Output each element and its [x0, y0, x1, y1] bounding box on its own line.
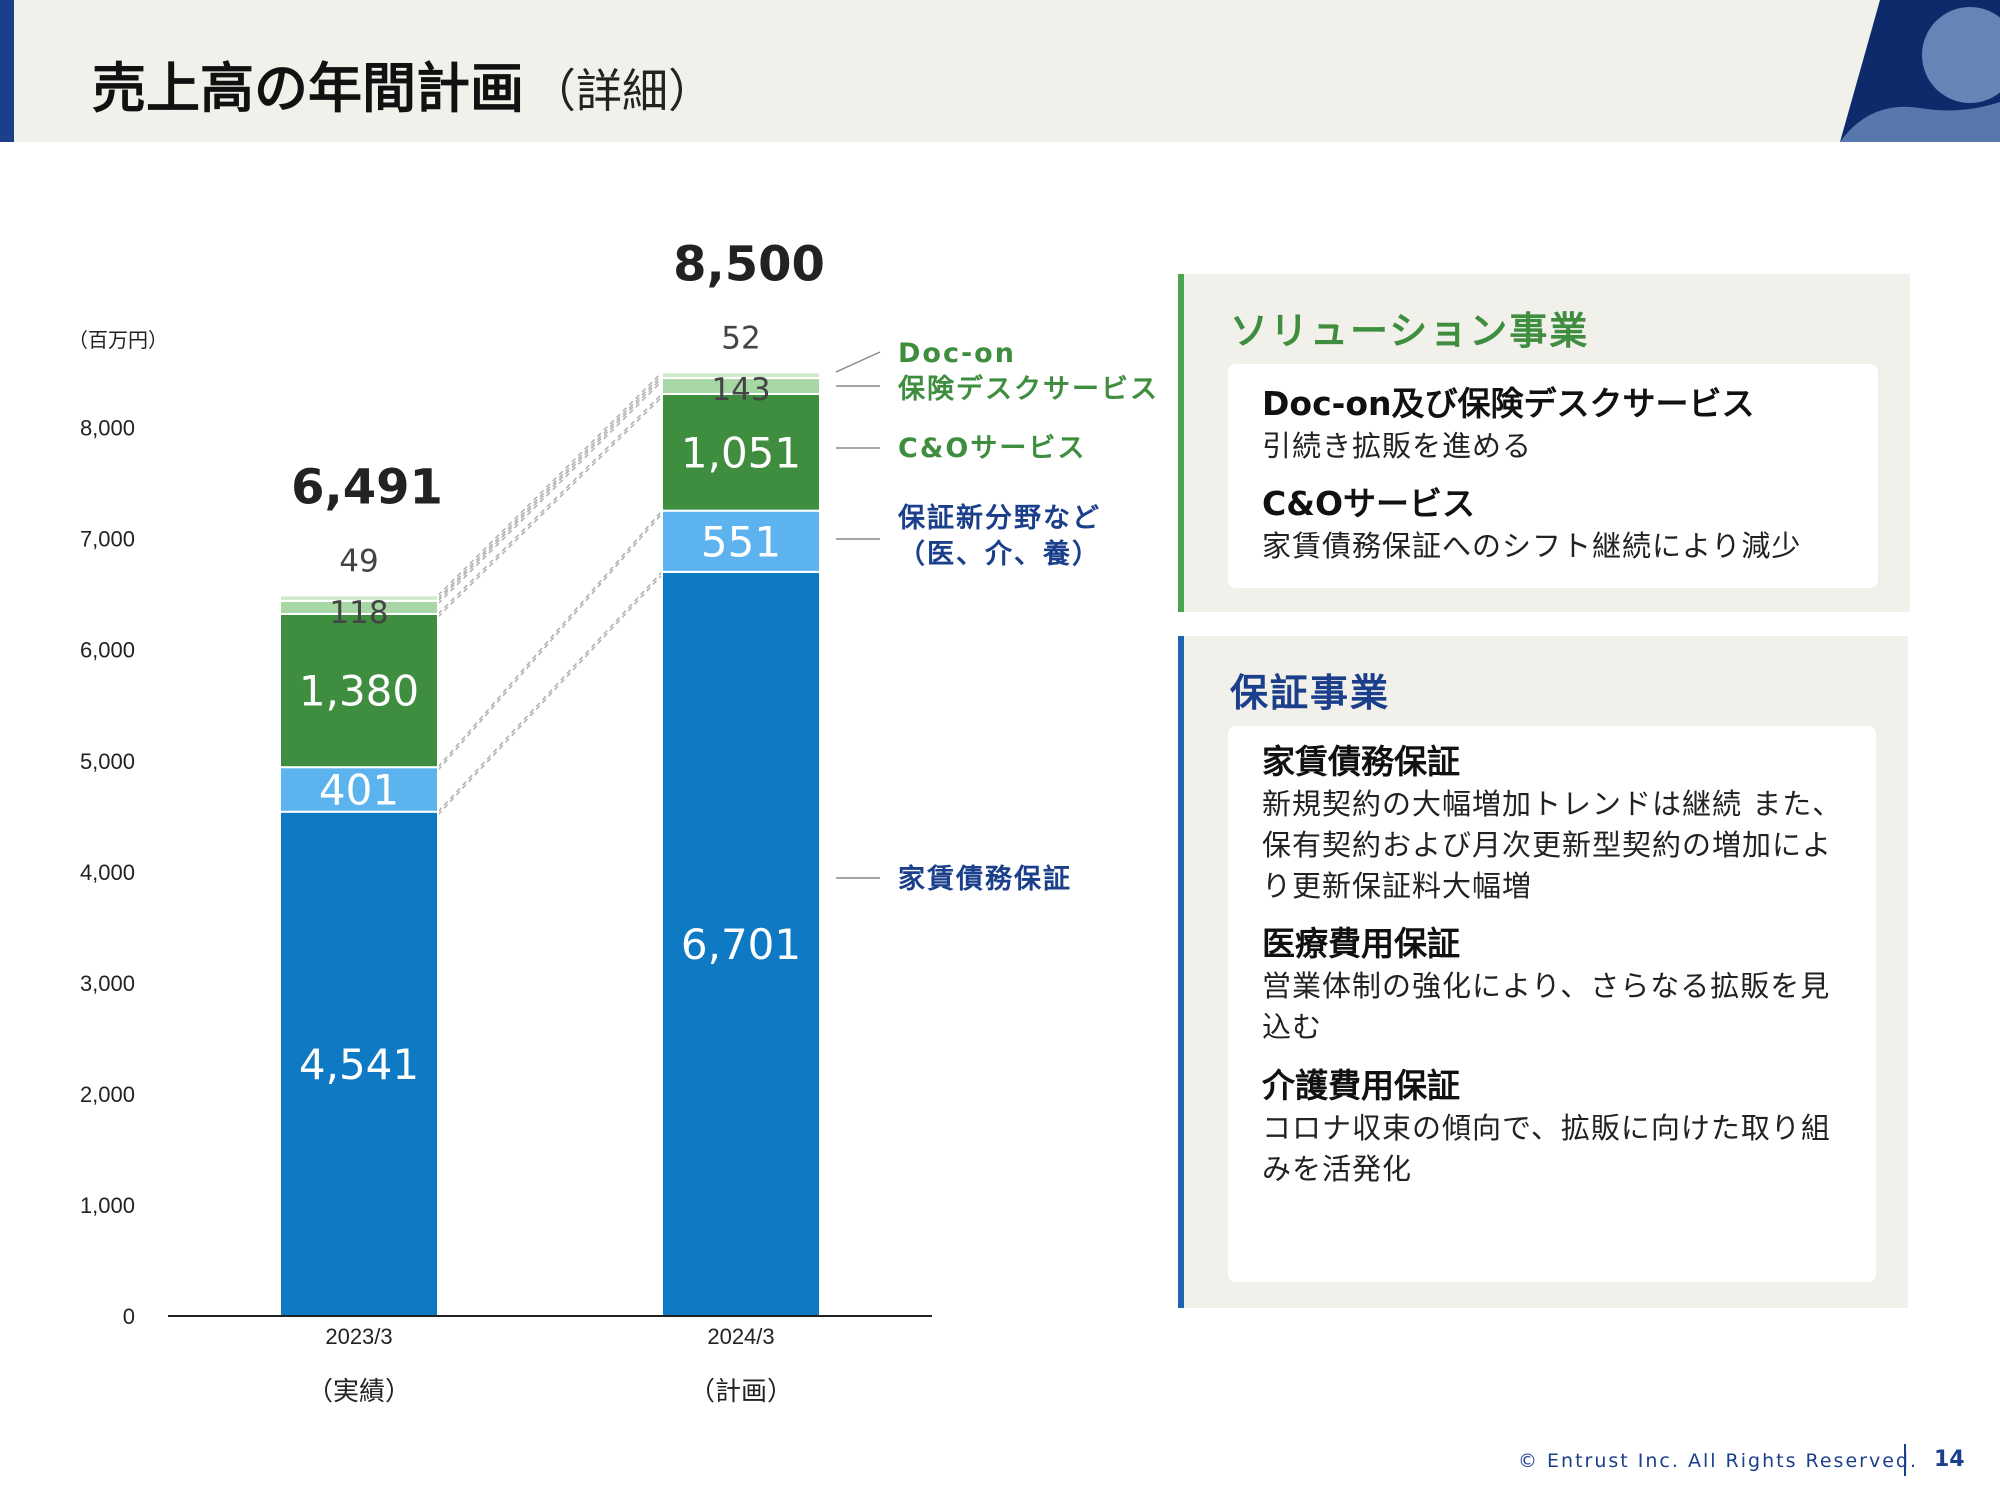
revenue-chart: 0 1,000 2,000 3,000 4,000 5,000 6,000 7,000 8,00… [68, 236, 1159, 1407]
y-tick-label: 3,000 [80, 971, 135, 996]
x-tick-label: 2023/3 [325, 1324, 392, 1349]
data-label: 1,380 [299, 667, 419, 716]
guarantee-panel: 保証事業 家賃債務保証 新規契約の大幅増加トレンドは継続 また、保有契約および月… [1178, 636, 1908, 1308]
x-category-note: （実績） [307, 1377, 411, 1407]
data-label: 49 [339, 543, 378, 579]
x-category-note: （計画） [689, 1377, 793, 1407]
connector-line [437, 377, 663, 602]
header-accent-bar [0, 0, 14, 142]
data-label: 6,701 [681, 920, 801, 969]
page-title: 売上高の年間計画 （詳細） [92, 44, 714, 123]
guarantee-item-body: 新規契約の大幅増加トレンドは継続 また、保有契約および月次更新型契約の増加により… [1262, 787, 1843, 903]
bar-segment [279, 810, 439, 1317]
data-label: 4,541 [299, 1040, 419, 1089]
legend-label: （医、介、養） [898, 538, 1101, 570]
y-tick-label: 4,000 [80, 860, 135, 885]
data-label: 118 [329, 595, 388, 631]
data-label: 52 [721, 320, 760, 356]
data-label: 143 [711, 372, 770, 408]
connector-line [437, 371, 663, 596]
solution-item-body: 引続き拡販を進める [1262, 429, 1533, 463]
legend-label: 保証新分野など [897, 502, 1101, 534]
guarantee-item-heading: 家賃債務保証 [1262, 742, 1460, 781]
copyright-text: © Entrust Inc. All Rights Reserved. [1518, 1450, 1918, 1472]
guarantee-item-rent: 家賃債務保証 新規契約の大幅増加トレンドは継続 また、保有契約および月次更新型契… [1262, 740, 1856, 907]
connector-line [437, 513, 663, 771]
y-tick-label: 0 [123, 1304, 135, 1329]
bar-segment [279, 766, 439, 813]
page-title-text: 売上高の年間計画 [92, 57, 524, 120]
solution-item-heading: Doc-on及び保険デスクサービス [1262, 384, 1755, 423]
solution-panel: ソリューション事業 Doc-on及び保険デスクサービス 引続き拡販を進める C&… [1178, 274, 1910, 612]
legend-leader-line [835, 351, 881, 373]
solution-item-heading: C&Oサービス [1262, 484, 1476, 523]
solution-panel-title: ソリューション事業 [1230, 309, 1590, 353]
x-tick-label: 2024/3 [707, 1324, 774, 1349]
data-label: 401 [319, 765, 399, 814]
page-number: 14 [1934, 1447, 1965, 1472]
solution-accent-bar [1178, 274, 1184, 612]
y-tick-label: 7,000 [80, 527, 135, 552]
connector-line [437, 571, 663, 813]
connector-line [437, 396, 663, 618]
solution-item-docon: Doc-on及び保険デスクサービス 引続き拡販を進める [1262, 382, 1858, 467]
connector-line [437, 374, 663, 599]
legend-label: Doc-on [898, 338, 1016, 369]
guarantee-panel-title: 保証事業 [1230, 671, 1391, 715]
data-label: 551 [701, 517, 781, 566]
bar-segment [279, 594, 439, 602]
legend-label: 家賃債務保証 [898, 863, 1072, 895]
corner-logo [1840, 0, 2000, 142]
guarantee-accent-bar [1178, 636, 1184, 1308]
header-band [0, 0, 2000, 142]
y-tick-label: 6,000 [80, 638, 135, 663]
connector-line [437, 510, 663, 768]
legend-label: C&Oサービス [898, 433, 1086, 464]
guarantee-item-care: 介護費用保証 コロナ収束の傾向で、拡販に向けた取り組みを活発化 [1262, 1064, 1856, 1190]
bar-segment [661, 371, 821, 380]
total-label: 6,491 [291, 459, 443, 515]
y-tick-label: 1,000 [80, 1193, 135, 1218]
page-subtitle: （詳細） [530, 64, 714, 118]
guarantee-item-heading: 介護費用保証 [1262, 1066, 1460, 1105]
legend-label: 保険デスクサービス [897, 373, 1159, 405]
guarantee-card: 家賃債務保証 新規契約の大幅増加トレンドは継続 また、保有契約および月次更新型契… [1228, 726, 1876, 1282]
bar-segment [279, 612, 439, 769]
total-label: 8,500 [673, 236, 825, 292]
data-label: 1,051 [681, 428, 801, 477]
footer-divider [1904, 1444, 1906, 1476]
bar-segment [661, 509, 821, 573]
unit-label: （百万円） [68, 328, 168, 352]
solution-item-body: 家賃債務保証へのシフト継続により減少 [1262, 529, 1802, 563]
y-tick-label: 8,000 [80, 416, 135, 441]
y-tick-label: 5,000 [80, 749, 135, 774]
connector-line [437, 574, 663, 816]
bar-segment [661, 392, 821, 512]
guarantee-item-heading: 医療費用保証 [1262, 924, 1460, 963]
guarantee-item-body: コロナ収束の傾向で、拡販に向けた取り組みを活発化 [1262, 1111, 1831, 1186]
guarantee-item-medical: 医療費用保証 営業体制の強化により、さらなる拡販を見込む [1262, 922, 1856, 1048]
connector-line [437, 393, 663, 615]
y-tick-label: 2,000 [80, 1082, 135, 1107]
bar-segment [661, 570, 821, 1317]
guarantee-item-body: 営業体制の強化により、さらなる拡販を見込む [1262, 969, 1831, 1044]
solution-item-co: C&Oサービス 家賃債務保証へのシフト継続により減少 [1262, 482, 1858, 567]
solution-card: Doc-on及び保険デスクサービス 引続き拡販を進める C&Oサービス 家賃債務… [1228, 364, 1878, 588]
connector-line [437, 380, 663, 605]
